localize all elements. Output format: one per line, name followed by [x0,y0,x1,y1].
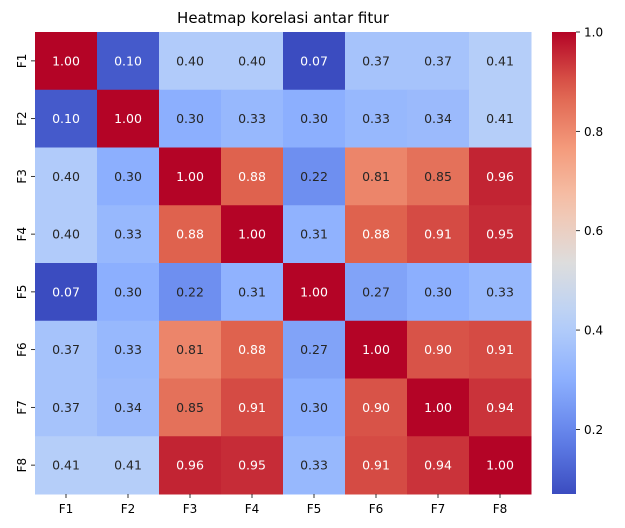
cell-value-label: 1.00 [362,342,390,357]
cell-value-label: 1.00 [176,169,204,184]
cell-value-label: 0.40 [52,227,80,242]
x-tick-label: F7 [431,502,446,516]
cell-value-label: 0.33 [300,458,328,473]
colorbar-tick-label: 0.8 [584,125,603,139]
cell-value-label: 0.91 [362,458,390,473]
cell-value-label: 1.00 [114,111,142,126]
cell-value-label: 0.10 [52,111,80,126]
colorbar-gradient [552,32,576,494]
cell-value-label: 0.94 [424,458,452,473]
cell-value-label: 0.33 [114,227,142,242]
cell-value-label: 0.27 [300,342,328,357]
chart-title: Heatmap korelasi antar fitur [177,9,390,27]
colorbar-tick-label: 0.4 [584,324,603,338]
cell-value-label: 0.41 [114,458,142,473]
cell-value-label: 0.31 [238,284,266,299]
colorbar-tick-label: 1.0 [584,26,603,40]
cell-value-label: 0.40 [238,53,266,68]
y-tick-label: F8 [15,458,29,473]
cell-value-label: 0.41 [486,111,514,126]
cell-value-label: 1.00 [238,227,266,242]
y-tick-label: F7 [15,400,29,415]
cell-value-label: 0.81 [362,169,390,184]
cell-value-label: 0.34 [114,400,142,415]
cell-value-label: 0.40 [52,169,80,184]
cell-value-label: 0.88 [176,227,204,242]
x-axis: F1 F2 F3 F4 F5 F6 F7 F8 [59,494,508,516]
cell-value-label: 0.91 [424,227,452,242]
cell-value-label: 0.07 [300,53,328,68]
cell-value-label: 0.91 [238,400,266,415]
x-tick-label: F8 [493,502,508,516]
cell-value-label: 0.88 [238,342,266,357]
x-tick-label: F6 [369,502,384,516]
cell-value-label: 1.00 [486,458,514,473]
cell-value-label: 0.88 [238,169,266,184]
cell-value-label: 0.33 [238,111,266,126]
cell-value-label: 0.31 [300,227,328,242]
x-tick-label: F5 [307,502,322,516]
colorbar: 0.2 0.4 0.6 0.8 1.0 [552,26,603,495]
y-tick-label: F3 [15,169,29,184]
cell-value-label: 0.94 [486,400,514,415]
cell-value-label: 0.95 [486,227,514,242]
y-tick-label: F4 [15,227,29,242]
cell-value-label: 0.07 [52,284,80,299]
cell-value-label: 1.00 [52,53,80,68]
cell-value-label: 0.30 [300,400,328,415]
cell-value-label: 0.88 [362,227,390,242]
cell-value-label: 0.81 [176,342,204,357]
cell-value-label: 0.90 [424,342,452,357]
cell-value-label: 0.37 [52,400,80,415]
cell-value-label: 0.37 [52,342,80,357]
cell-value-label: 0.91 [486,342,514,357]
cell-value-label: 0.85 [424,169,452,184]
cell-value-label: 0.30 [176,111,204,126]
cell-value-label: 0.95 [238,458,266,473]
cell-value-label: 0.33 [114,342,142,357]
x-tick-label: F3 [183,502,198,516]
x-tick-label: F2 [121,502,136,516]
y-axis: F1 F2 F3 F4 F5 F6 F7 F8 [15,54,35,473]
cell-value-label: 0.37 [362,53,390,68]
cell-value-label: 0.96 [486,169,514,184]
cell-value-label: 0.34 [424,111,452,126]
cell-value-label: 0.33 [362,111,390,126]
heatmap-cells: 1.00 0.10 0.40 0.40 0.07 0.37 0.37 0.41 0.10 1.00… [35,32,532,495]
colorbar-tick-label: 0.2 [584,423,603,437]
cell-value-label: 0.10 [114,53,142,68]
y-tick-label: F5 [15,285,29,300]
cell-value-label: 0.30 [114,284,142,299]
cell-value-label: 0.41 [52,458,80,473]
cell-value-label: 0.22 [300,169,328,184]
cell-value-label: 1.00 [300,284,328,299]
cell-value-label: 0.40 [176,53,204,68]
cell-value-label: 1.00 [424,400,452,415]
cell-value-label: 0.37 [424,53,452,68]
cell-value-label: 0.33 [486,284,514,299]
cell-value-label: 0.90 [362,400,390,415]
cell-value-label: 0.30 [424,284,452,299]
y-tick-label: F6 [15,342,29,357]
cell-value-label: 0.96 [176,458,204,473]
cell-value-label: 0.30 [300,111,328,126]
cell-value-label: 0.30 [114,169,142,184]
colorbar-tick-label: 0.6 [584,224,603,238]
y-tick-label: F1 [15,54,29,69]
cell-value-label: 0.41 [486,53,514,68]
y-tick-label: F2 [15,111,29,126]
x-tick-label: F1 [59,502,74,516]
cell-value-label: 0.85 [176,400,204,415]
x-tick-label: F4 [245,502,260,516]
cell-value-label: 0.22 [176,284,204,299]
cell-value-label: 0.27 [362,284,390,299]
